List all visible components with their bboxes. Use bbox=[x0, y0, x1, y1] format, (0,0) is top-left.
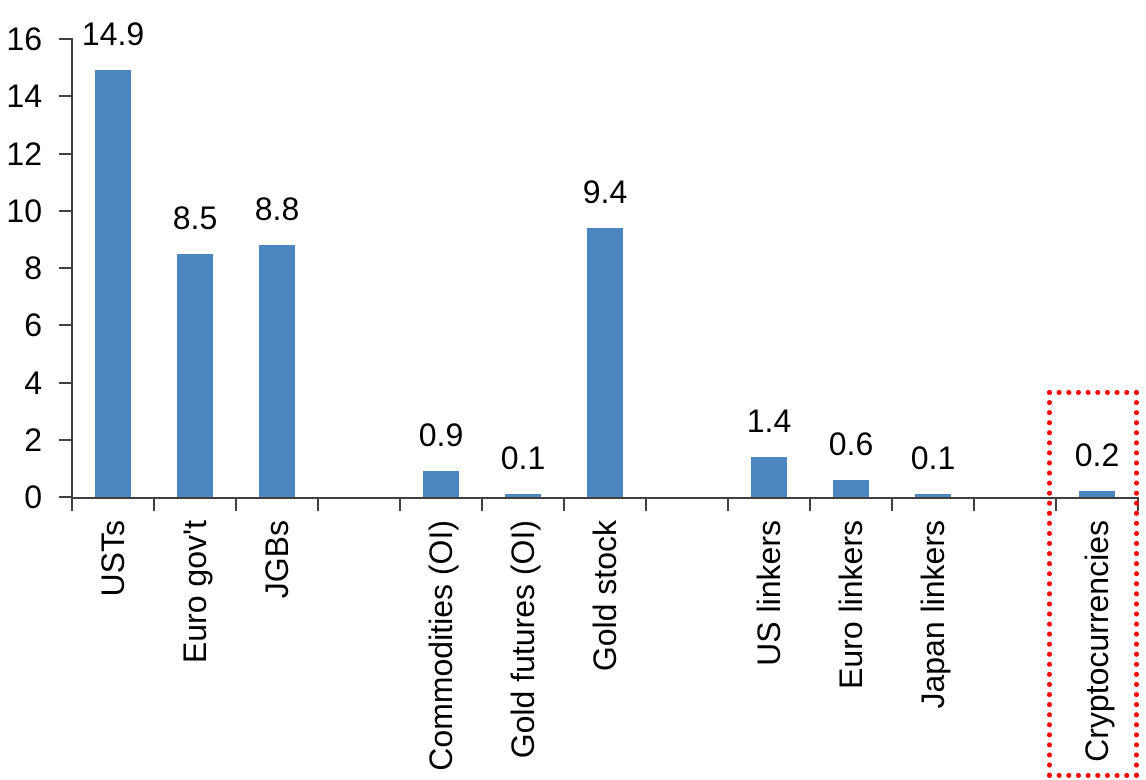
y-axis-tick bbox=[59, 438, 72, 441]
bar-value-label: 0.9 bbox=[418, 417, 464, 454]
y-tick-label: 6 bbox=[24, 307, 42, 344]
bar bbox=[1079, 491, 1115, 497]
bar bbox=[587, 227, 623, 497]
highlight-box bbox=[1047, 390, 1139, 778]
category-label: USTs bbox=[95, 520, 131, 597]
y-axis-tick bbox=[59, 324, 72, 327]
y-tick-label: 14 bbox=[6, 78, 42, 115]
bar-value-label: 14.9 bbox=[81, 16, 145, 53]
y-axis-tick bbox=[59, 496, 72, 498]
category-label: JGBs bbox=[259, 520, 295, 599]
x-axis-tick bbox=[973, 497, 975, 511]
bar bbox=[833, 479, 869, 497]
bar-value-label: 8.8 bbox=[254, 191, 300, 228]
y-tick-label: 12 bbox=[6, 135, 42, 172]
bar bbox=[915, 494, 951, 497]
bar-value-label: 1.4 bbox=[746, 402, 792, 439]
y-axis-tick bbox=[59, 38, 72, 40]
x-axis-tick bbox=[235, 497, 237, 511]
bar bbox=[505, 494, 541, 497]
x-axis-tick bbox=[399, 497, 401, 511]
y-axis-tick bbox=[59, 267, 72, 269]
y-axis-tick bbox=[59, 381, 72, 384]
x-axis-tick bbox=[645, 497, 647, 511]
x-axis-tick bbox=[153, 497, 155, 511]
y-axis-tick bbox=[59, 209, 72, 212]
category-label: US linkers bbox=[751, 520, 787, 666]
y-tick-label: 8 bbox=[24, 250, 42, 286]
x-axis-tick bbox=[1055, 497, 1057, 511]
bar-value-label: 0.1 bbox=[500, 440, 546, 477]
x-axis-tick bbox=[891, 497, 893, 511]
bar bbox=[95, 70, 131, 497]
x-axis-line bbox=[71, 497, 1139, 499]
y-tick-label: 2 bbox=[24, 421, 42, 458]
x-axis-tick bbox=[317, 497, 319, 511]
category-label: Japan linkers bbox=[915, 520, 951, 709]
category-label: Euro gov't bbox=[177, 520, 213, 664]
bar bbox=[259, 245, 295, 497]
y-tick-label: 4 bbox=[24, 364, 42, 401]
x-axis-tick bbox=[809, 497, 811, 511]
bar-value-label: 0.6 bbox=[828, 425, 874, 462]
y-axis-line bbox=[71, 38, 73, 511]
bar-value-label: 0.2 bbox=[1074, 437, 1120, 474]
category-label: Gold stock bbox=[587, 520, 623, 672]
y-axis-tick bbox=[59, 152, 72, 155]
y-tick-label: 10 bbox=[6, 192, 42, 229]
bar bbox=[751, 456, 787, 497]
bar-value-label: 8.5 bbox=[172, 199, 218, 236]
y-tick-label: 16 bbox=[6, 21, 42, 57]
y-axis-tick bbox=[59, 95, 72, 98]
bar bbox=[423, 471, 459, 497]
x-axis-tick bbox=[727, 497, 729, 511]
x-axis-tick bbox=[563, 497, 565, 511]
bar bbox=[177, 253, 213, 497]
bar-value-label: 0.1 bbox=[910, 440, 956, 477]
bar-value-label: 9.4 bbox=[582, 173, 628, 210]
y-tick-label: 0 bbox=[24, 479, 42, 515]
category-label: Euro linkers bbox=[833, 520, 869, 689]
category-label: Commodities (OI) bbox=[423, 520, 459, 771]
category-label: Gold futures (OI) bbox=[505, 520, 541, 759]
x-axis-tick bbox=[481, 497, 483, 511]
x-axis-tick bbox=[71, 497, 73, 511]
